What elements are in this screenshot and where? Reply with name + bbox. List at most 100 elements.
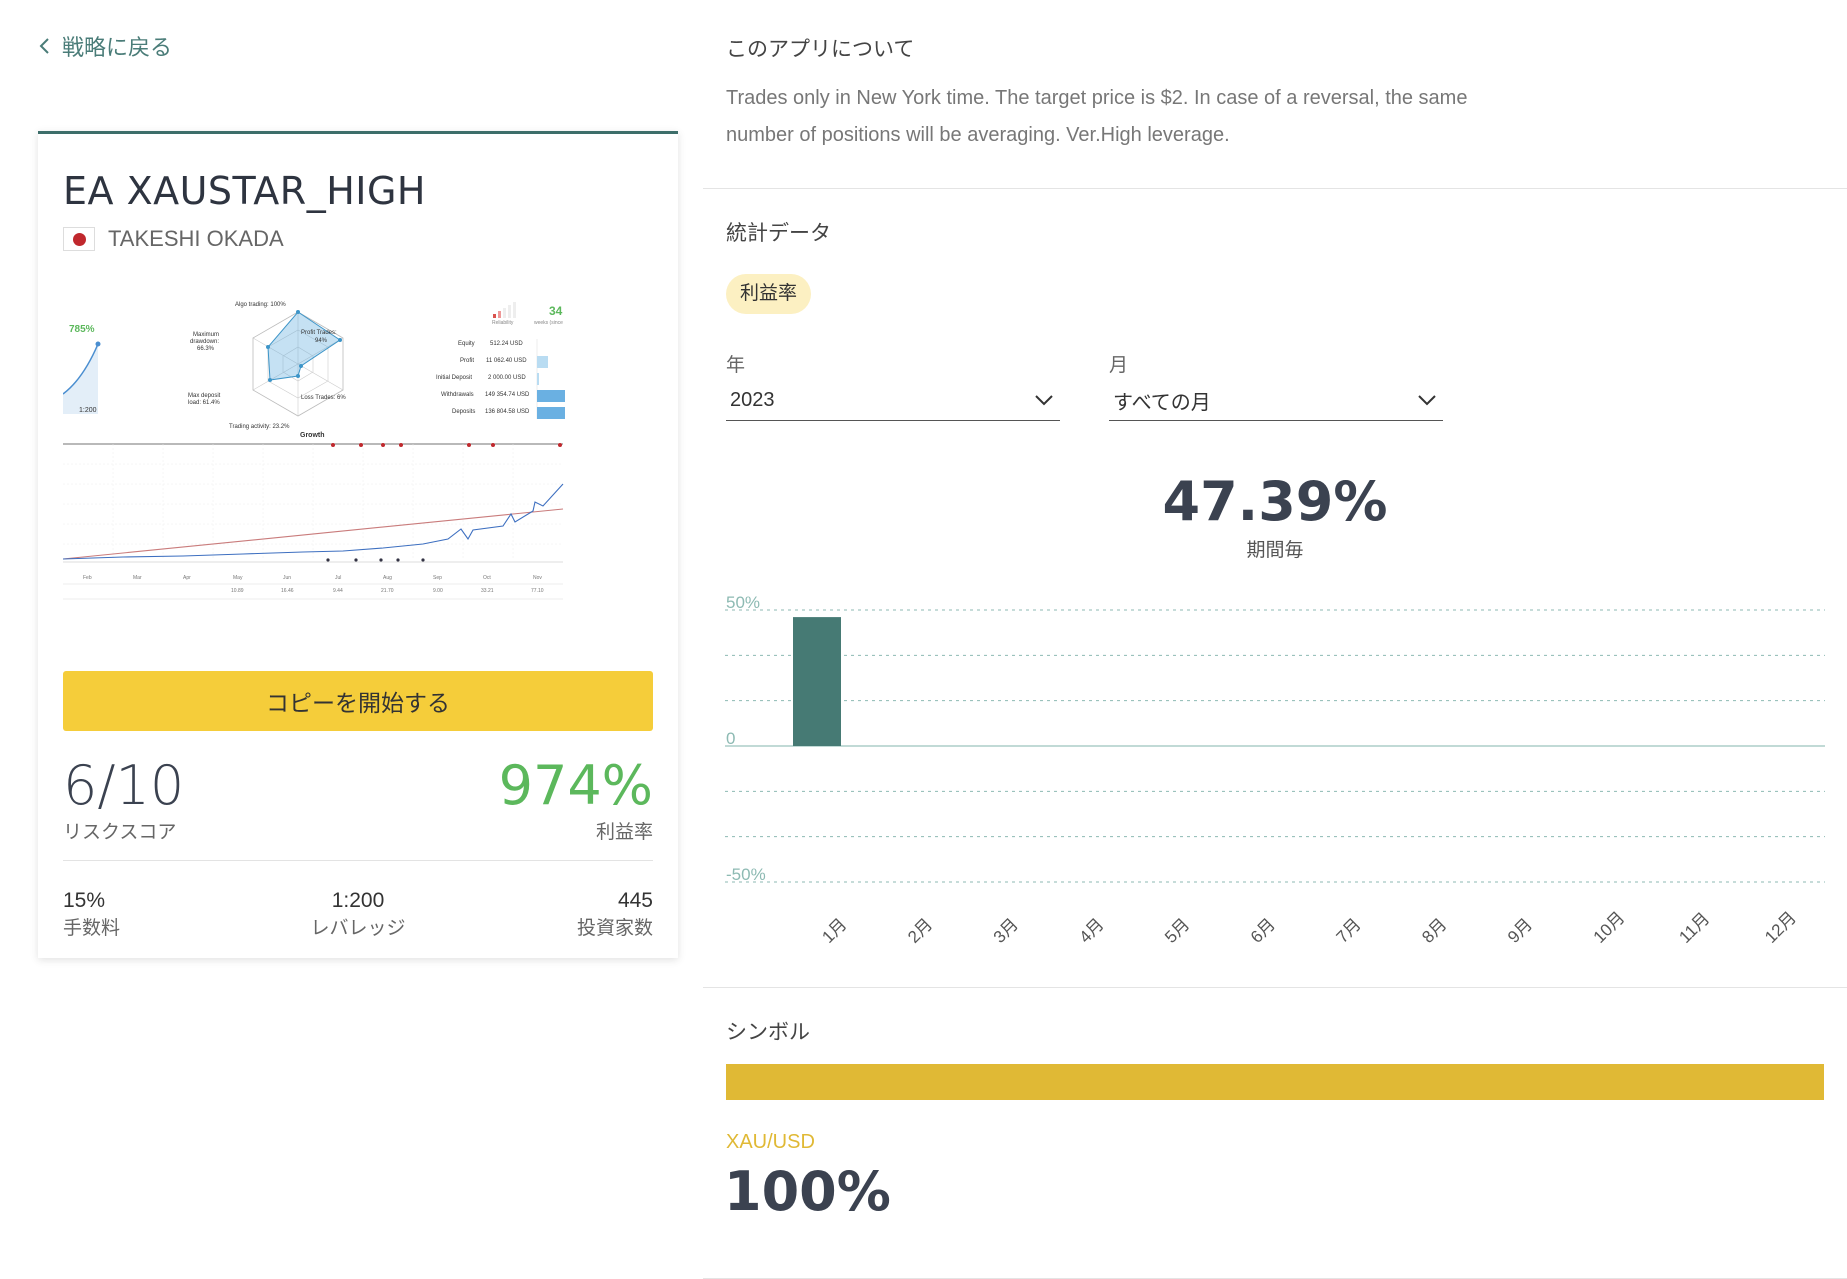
monthly-return-chart: 50% 0 -50% 1月 2月 3月 4月 5月 6月 7月 8月 9月 10月 11月 12月 xyxy=(725,593,1825,945)
radar-label: drawdown: xyxy=(190,339,219,345)
x-tick-label: 11月 xyxy=(1675,909,1713,945)
radar-label: 66.3% xyxy=(197,346,215,352)
investors-label: 投資家数 xyxy=(576,918,653,939)
growth-month-label: May xyxy=(233,575,243,581)
month-label: 月 xyxy=(1109,355,1129,376)
widget-leverage: 1:200 xyxy=(79,407,97,414)
x-tick-label: 3月 xyxy=(990,915,1022,945)
radar-label: Profit Trades: xyxy=(301,330,337,336)
x-tick-label: 4月 xyxy=(1075,915,1107,945)
leverage-label: レバレッジ xyxy=(310,918,406,939)
x-tick-label: 5月 xyxy=(1161,915,1193,945)
account-row-label: Equity xyxy=(458,341,475,347)
divider xyxy=(63,860,653,861)
radar-label: Maximum xyxy=(193,332,219,338)
leverage-value: 1:200 xyxy=(331,889,385,912)
account-row-label: Initial Deposit xyxy=(436,375,472,381)
symbol-share-value: 100% xyxy=(724,1160,891,1223)
x-tick-label: 1月 xyxy=(818,915,850,945)
investors-value: 445 xyxy=(617,889,653,912)
x-tick-label: 2月 xyxy=(904,915,936,945)
y-tick-label: -50% xyxy=(726,865,766,884)
growth-month-label: Oct xyxy=(483,575,491,581)
chevron-down-icon xyxy=(1035,395,1053,406)
x-tick-label: 9月 xyxy=(1504,915,1536,945)
x-tick-label: 6月 xyxy=(1247,915,1279,945)
radar-label: Trading activity: 23.2% xyxy=(229,424,290,430)
weeks-value: 34 xyxy=(549,304,563,318)
radar-label: Algo trading: 100% xyxy=(235,302,286,308)
japan-flag-icon xyxy=(63,227,95,251)
growth-month-label: Nov xyxy=(533,575,542,581)
year-label: 年 xyxy=(726,355,746,376)
growth-month-label: Mar xyxy=(133,575,142,581)
fee-value: 15% xyxy=(63,889,106,912)
x-tick-label: 10月 xyxy=(1590,908,1629,945)
radar-label: Max deposit xyxy=(188,393,221,399)
month-select[interactable]: すべての月 xyxy=(1109,380,1443,421)
growth-month-label: Jul xyxy=(335,575,341,581)
symbol-name: XAU/USD xyxy=(726,1131,815,1153)
symbols-heading: シンボル xyxy=(726,1021,810,1044)
author-name: TAKESHI OKADA xyxy=(108,226,284,251)
radar-label: 94% xyxy=(315,338,328,344)
account-row-label: Deposits xyxy=(452,409,475,415)
about-heading: このアプリについて xyxy=(726,38,915,61)
growth-bottom-value: 9.00 xyxy=(433,588,443,594)
growth-month-label: Apr xyxy=(183,575,191,581)
account-row-value: 136 804.58 USD xyxy=(485,409,530,415)
back-link-label: 戦略に戻る xyxy=(62,35,173,60)
growth-bottom-value: 33.21 xyxy=(481,588,494,594)
widget-growth-pct: 785% xyxy=(69,324,95,335)
weeks-label: weeks (since xyxy=(534,320,563,326)
divider xyxy=(703,188,1847,189)
symbol-share-bar xyxy=(726,1064,1824,1100)
year-select[interactable]: 2023 xyxy=(726,380,1060,421)
stats-heading: 統計データ xyxy=(726,222,831,245)
growth-chart-title: Growth xyxy=(300,432,325,439)
account-row-value: 2 000.00 USD xyxy=(488,375,526,381)
risk-score-value: 6/10 xyxy=(63,754,185,817)
tab-profit[interactable]: 利益率 xyxy=(726,274,812,314)
account-row-value: 149 354.74 USD xyxy=(485,392,530,398)
growth-month-label: Aug xyxy=(383,575,392,581)
period-return-label: 期間毎 xyxy=(1246,540,1304,561)
growth-bottom-value: 9.44 xyxy=(333,588,343,594)
growth-month-label: Jun xyxy=(283,575,291,581)
strategy-card: EA XAUSTAR_HIGH TAKESHI OKADA 785% 1:200… xyxy=(38,131,678,958)
about-text: Trades only in New York time. The target… xyxy=(726,87,1468,146)
period-return-value: 47.39% xyxy=(1162,470,1388,533)
start-copy-button[interactable]: コピーを開始する xyxy=(63,671,653,731)
risk-score-label: リスクスコア xyxy=(63,822,177,843)
account-row-label: Profit xyxy=(460,358,474,364)
growth-bottom-value: 21.70 xyxy=(381,588,394,594)
performance-widget: 785% 1:200 Algo trading: 100% Profit Tra… xyxy=(63,302,565,600)
strategy-title: EA XAUSTAR_HIGH xyxy=(63,169,427,213)
radar-label: Loss Trades: 6% xyxy=(301,395,346,401)
chevron-left-icon xyxy=(39,38,49,54)
x-tick-label: 8月 xyxy=(1418,915,1450,945)
account-row-value: 11 062.40 USD xyxy=(486,358,527,364)
year-select-value: 2023 xyxy=(730,388,775,411)
radar-label: load: 61.4% xyxy=(188,400,220,406)
growth-month-label: Sep xyxy=(433,575,442,581)
fee-label: 手数料 xyxy=(63,918,121,939)
divider xyxy=(703,987,1847,988)
x-tick-label: 12月 xyxy=(1761,908,1800,945)
y-tick-label: 0 xyxy=(726,729,735,748)
growth-bottom-value: 16.46 xyxy=(281,588,294,594)
chevron-down-icon xyxy=(1418,395,1436,406)
x-tick-label: 7月 xyxy=(1333,915,1365,945)
back-link[interactable]: 戦略に戻る xyxy=(38,30,172,62)
reliability-label: Reliability xyxy=(492,320,514,326)
account-row-value: 512.24 USD xyxy=(490,341,523,347)
growth-month-label: Feb xyxy=(83,575,92,581)
month-select-value: すべての月 xyxy=(1113,391,1211,414)
profit-label: 利益率 xyxy=(595,822,653,843)
growth-bottom-value: 10.89 xyxy=(231,588,244,594)
growth-bottom-value: 77.10 xyxy=(531,588,544,594)
chart-bar xyxy=(793,617,841,746)
y-tick-label: 50% xyxy=(726,593,760,612)
account-row-label: Withdrawals xyxy=(441,392,474,398)
profit-value: 974% xyxy=(498,754,653,817)
